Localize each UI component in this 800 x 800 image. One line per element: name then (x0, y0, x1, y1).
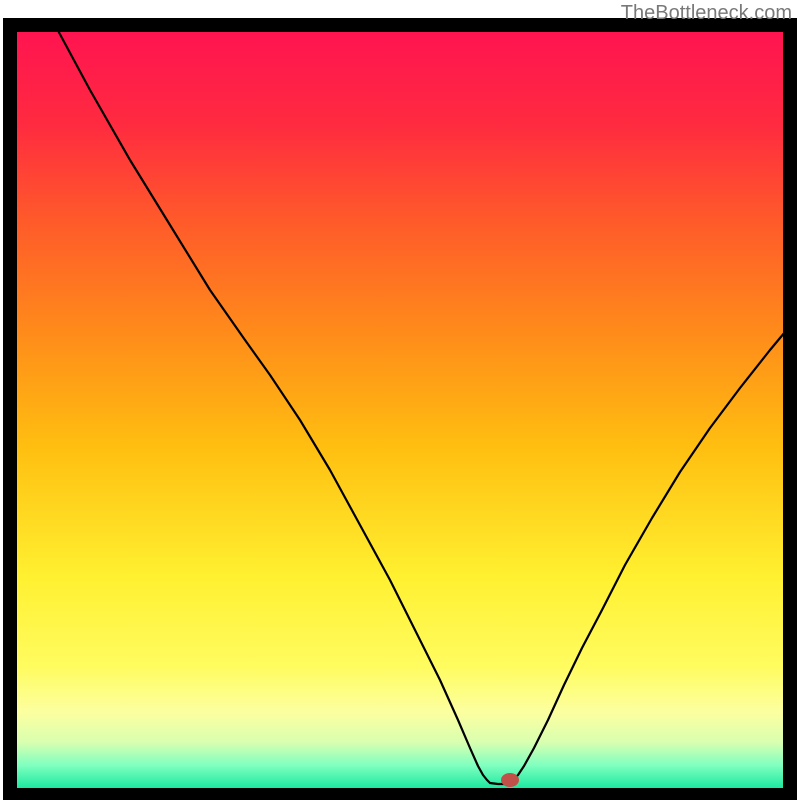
optimum-marker (501, 773, 519, 787)
chart-svg (0, 0, 800, 800)
bottleneck-chart: TheBottleneck.com (0, 0, 800, 800)
watermark-text: TheBottleneck.com (621, 2, 792, 25)
plot-background (17, 32, 783, 788)
